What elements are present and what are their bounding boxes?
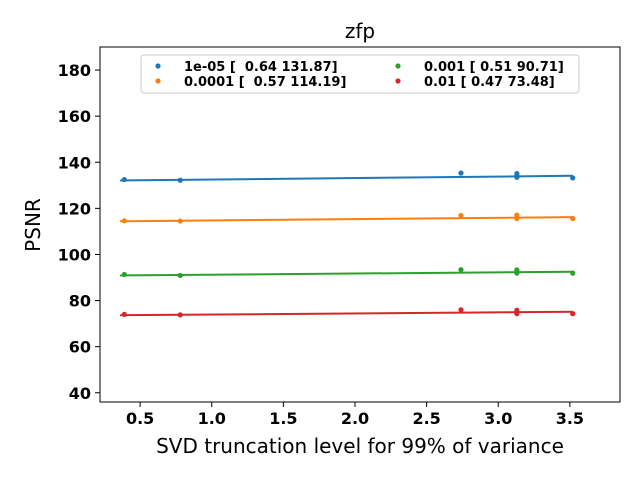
legend-marker: [155, 78, 161, 84]
y-tick-label: 120: [58, 199, 91, 218]
legend-box: [140, 54, 580, 94]
y-tick-label: 160: [58, 107, 91, 126]
data-point: [570, 270, 576, 276]
fit-line: [120, 174, 573, 182]
data-point: [177, 177, 183, 183]
data-point: [458, 170, 464, 176]
y-tick-label: 60: [69, 338, 91, 357]
data-point: [514, 307, 520, 313]
data-point: [514, 212, 520, 218]
data-point: [121, 311, 127, 318]
x-tick-label: 2.0: [341, 409, 369, 428]
series-layer: [120, 170, 576, 318]
x-tick-label: 2.5: [412, 409, 440, 428]
series-3: [120, 307, 576, 318]
y-axis-label: PSNR: [21, 198, 45, 252]
data-point: [177, 312, 183, 318]
chart-title: zfp: [345, 19, 375, 43]
data-point: [570, 311, 576, 317]
data-point: [177, 272, 183, 279]
legend-label: 0.001 [ 0.51 90.71]: [424, 60, 564, 75]
y-tick-label: 100: [58, 245, 91, 264]
data-point: [570, 215, 576, 222]
x-tick-label: 0.5: [126, 409, 154, 428]
data-point: [458, 267, 464, 273]
y-tick-label: 180: [58, 61, 91, 80]
y-axis: 40 60 80 100 120 140 160 180: [58, 61, 100, 403]
legend-marker: [395, 63, 401, 69]
y-tick-label: 140: [58, 153, 91, 172]
plot-area: [99, 46, 621, 403]
series-0: [120, 170, 576, 183]
series-2: [120, 267, 576, 279]
data-point: [121, 176, 127, 183]
legend-label: 0.01 [ 0.47 73.48]: [424, 75, 555, 90]
x-axis: 0.5 1.0 1.5 2.0 2.5 3.0 3.5: [126, 402, 584, 428]
series-1: [120, 212, 576, 224]
data-point: [458, 212, 464, 219]
y-tick-label: 80: [69, 292, 91, 311]
data-point: [177, 218, 183, 224]
fit-line: [120, 310, 573, 317]
legend-label: 1e-05 [ 0.64 131.87]: [184, 60, 338, 75]
x-tick-label: 3.0: [484, 409, 512, 428]
legend-marker: [395, 78, 401, 84]
legend-marker: [155, 63, 161, 69]
fit-line: [120, 216, 573, 223]
data-point: [514, 170, 520, 177]
x-tick-label: 3.5: [556, 409, 584, 428]
x-tick-label: 1.0: [198, 409, 226, 428]
legend: 1e-05 [ 0.64 131.87]0.0001 [ 0.57 114.19…: [140, 54, 580, 94]
y-tick-label: 40: [69, 384, 91, 403]
data-point: [514, 267, 520, 273]
legend-label: 0.0001 [ 0.57 114.19]: [184, 75, 346, 90]
fit-line: [120, 270, 573, 277]
data-point: [121, 271, 127, 278]
data-point: [458, 307, 464, 313]
data-point: [570, 175, 576, 181]
data-point: [121, 218, 127, 224]
x-tick-label: 1.5: [269, 409, 297, 428]
x-axis-label: SVD truncation level for 99% of variance: [156, 434, 564, 458]
